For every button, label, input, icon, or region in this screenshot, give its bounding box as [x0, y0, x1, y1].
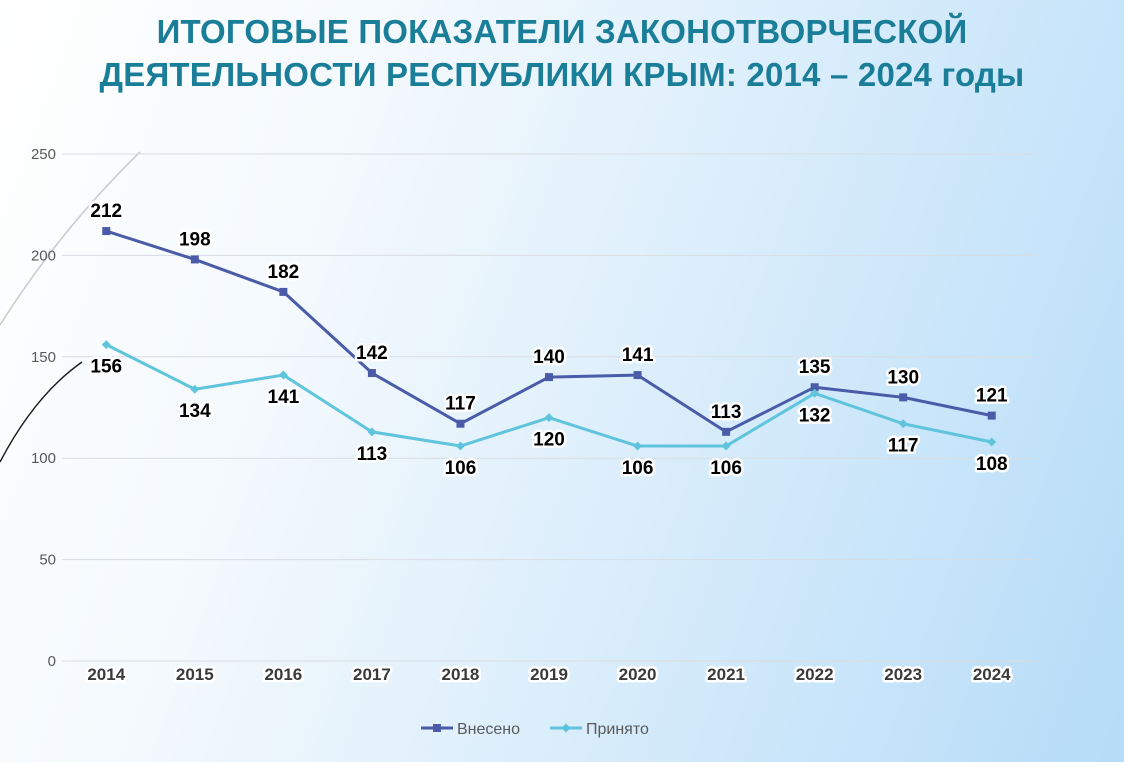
data-point-submitted — [456, 419, 465, 428]
data-point-adopted — [367, 427, 377, 437]
y-tick-label: 150 — [31, 349, 56, 366]
x-tick-label: 2019 — [530, 665, 568, 684]
data-point-adopted — [544, 413, 554, 423]
data-label-adopted: 106 — [710, 458, 742, 479]
data-label-submitted: 117 — [445, 394, 476, 415]
data-point-adopted — [721, 441, 731, 451]
data-point-adopted — [987, 437, 997, 447]
data-label-submitted: 121 — [976, 386, 1008, 407]
data-point-submitted — [987, 411, 996, 420]
data-label-submitted: 141 — [622, 345, 654, 366]
x-tick-label: 2015 — [176, 665, 214, 684]
data-point-submitted — [633, 371, 642, 380]
data-point-submitted — [190, 255, 199, 264]
data-label-adopted: 108 — [976, 454, 1008, 475]
page-title: ИТОГОВЫЕ ПОКАЗАТЕЛИ ЗАКОНОТВОРЧЕСКОЙ ДЕЯ… — [0, 10, 1124, 96]
data-point-adopted — [101, 340, 111, 350]
y-tick-label: 100 — [31, 450, 56, 467]
data-label-submitted: 212 — [90, 201, 122, 222]
data-label-adopted: 141 — [268, 387, 300, 408]
x-tick-label: 2014 — [87, 665, 125, 684]
data-label-submitted: 142 — [356, 343, 388, 364]
x-tick-label: 2016 — [264, 665, 302, 684]
y-tick-label: 50 — [39, 552, 56, 569]
data-point-submitted — [102, 227, 111, 236]
x-tick-label: 2020 — [619, 665, 657, 684]
series-line-submitted — [105, 229, 993, 434]
data-label-submitted: 113 — [711, 402, 742, 423]
x-tick-label: 2024 — [973, 665, 1011, 684]
data-point-submitted — [545, 373, 553, 382]
data-label-submitted: 130 — [887, 367, 919, 388]
data-label-adopted: 134 — [179, 401, 211, 422]
legend-label-submitted: Внесено — [457, 721, 520, 738]
x-tick-label: 2021 — [707, 665, 745, 684]
data-point-submitted — [367, 369, 376, 378]
data-point-adopted — [898, 419, 908, 429]
y-tick-label: 200 — [31, 247, 56, 264]
data-point-submitted — [810, 383, 819, 392]
data-label-adopted: 117 — [888, 436, 919, 457]
data-label-submitted: 140 — [533, 347, 565, 368]
data-label-adopted: 113 — [357, 444, 388, 465]
y-tick-label: 250 — [31, 146, 56, 163]
x-tick-label: 2017 — [353, 665, 391, 684]
data-point-adopted — [633, 441, 643, 451]
y-tick-label: 0 — [48, 653, 56, 670]
data-label-adopted: 156 — [90, 357, 122, 378]
data-point-submitted — [899, 393, 908, 402]
title-line-1: ИТОГОВЫЕ ПОКАЗАТЕЛИ ЗАКОНОТВОРЧЕСКОЙ — [156, 13, 968, 50]
data-point-adopted — [455, 441, 465, 451]
data-label-adopted: 106 — [445, 458, 477, 479]
data-label-submitted: 182 — [268, 262, 300, 283]
data-point-adopted — [810, 388, 820, 398]
data-point-adopted — [278, 370, 288, 380]
data-label-adopted: 132 — [799, 405, 831, 426]
data-label-adopted: 106 — [622, 458, 654, 479]
legend-label-adopted: Принято — [586, 721, 649, 738]
data-point-submitted — [279, 287, 288, 296]
legend-marker-submitted — [433, 724, 441, 732]
data-point-adopted — [190, 384, 200, 394]
x-tick-label: 2018 — [442, 665, 480, 684]
data-label-submitted: 135 — [799, 357, 831, 378]
data-label-submitted: 198 — [179, 229, 211, 250]
data-label-adopted: 120 — [533, 430, 565, 451]
title-line-2: ДЕЯТЕЛЬНОСТИ РЕСПУБЛИКИ КРЫМ: 2014 – 202… — [99, 56, 1025, 93]
legend-marker-adopted — [561, 723, 571, 733]
data-point-submitted — [722, 427, 731, 436]
x-tick-label: 2023 — [884, 665, 922, 684]
x-tick-label: 2022 — [796, 665, 834, 684]
